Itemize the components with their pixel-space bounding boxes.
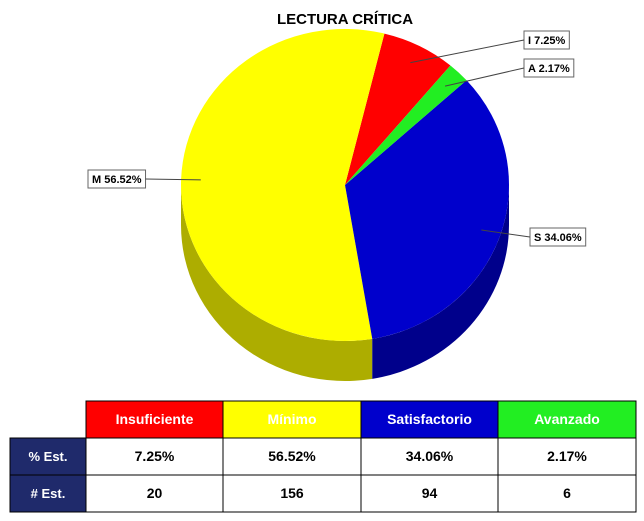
header-cell [85, 400, 224, 439]
header-label: Mínimo [268, 411, 317, 427]
cell-value: 34.06% [406, 448, 454, 464]
cell-value: 6 [563, 485, 571, 501]
data-label: M 56.52% [92, 174, 142, 186]
cell-value: 156 [280, 485, 304, 501]
leader-line [444, 67, 525, 87]
pie-slice [181, 29, 385, 341]
table-cell [85, 474, 224, 513]
header-label: Avanzado [534, 411, 600, 427]
leader-line [481, 229, 531, 238]
leader-line [410, 39, 525, 64]
pie-side [372, 185, 509, 379]
cell-value: 2.17% [547, 448, 587, 464]
table-cell [222, 437, 362, 476]
data-label: S 34.06% [534, 232, 582, 244]
cell-value: 20 [147, 485, 163, 501]
header-label: Insuficiente [116, 411, 194, 427]
table-cell [222, 474, 362, 513]
pie-slice [345, 65, 467, 185]
row-label: % Est. [28, 449, 67, 464]
header-cell [360, 400, 499, 439]
pie-slice [345, 33, 451, 185]
header-label: Satisfactorio [387, 411, 472, 427]
pie-side [181, 185, 373, 381]
leader-line [145, 178, 201, 181]
row-label: # Est. [31, 486, 66, 501]
table-cell [497, 474, 637, 513]
table-cell [497, 437, 637, 476]
data-label: A 2.17% [528, 63, 570, 75]
table-cell [360, 474, 499, 513]
chart-title: LECTURA CRÍTICA [277, 11, 413, 28]
pie-slice [345, 80, 509, 339]
cell-value: 7.25% [135, 448, 175, 464]
cell-value: 56.52% [268, 448, 316, 464]
cell-value: 94 [422, 485, 438, 501]
data-label: I 7.25% [528, 35, 566, 47]
row-header-cell [9, 437, 87, 476]
